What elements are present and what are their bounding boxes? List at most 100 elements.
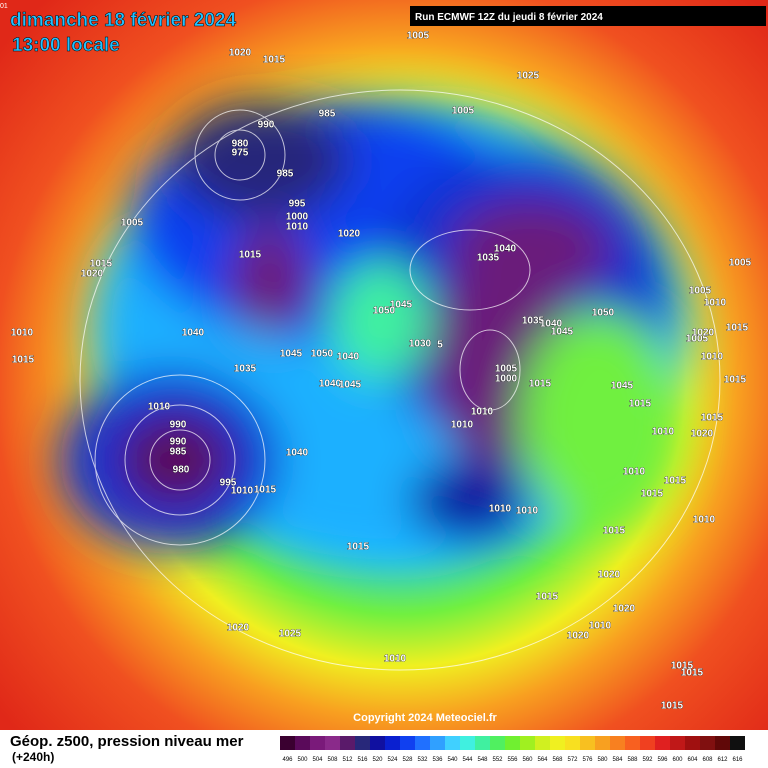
isobar-label: 1045 [339, 380, 362, 391]
date-label: dimanche 18 février 2024 [10, 10, 236, 31]
isobar-label: 1050 [592, 308, 615, 319]
isobar-label: 1020 [598, 570, 621, 581]
isobar-label: 1020 [338, 229, 361, 240]
isobar-label: 980 [232, 139, 249, 150]
color-swatch [430, 736, 445, 750]
isobar-label: 1010 [471, 407, 494, 418]
isobar-label: 1015 [239, 250, 262, 261]
isobar-label: 1010 [623, 467, 646, 478]
isobar-label: 1005 [452, 106, 475, 117]
copyright: Copyright 2024 Meteociel.fr [353, 712, 497, 724]
isobar-label: 1045 [280, 349, 303, 360]
run-label: Run ECMWF 12Z du jeudi 8 février 2024 [415, 12, 603, 23]
colorbar-label: 540 [447, 757, 458, 763]
colorbar-label: 588 [627, 757, 638, 763]
isobar-label: 1005 [729, 258, 752, 269]
isobar-label: 990 [258, 120, 275, 131]
isobar-label: 1010 [451, 420, 474, 431]
isobar-label: 1020 [613, 604, 636, 615]
colorbar-label: 552 [492, 757, 503, 763]
isobar-label: 1010 [148, 402, 171, 413]
isobar-label: 1030 [409, 339, 432, 350]
isobar-label: 1020 [691, 429, 714, 440]
run-box [410, 6, 766, 26]
isobar-label: 975 [232, 148, 249, 159]
colorbar-label: 532 [417, 757, 428, 763]
colorbar-label: 516 [357, 757, 368, 763]
isobar-label: 1015 [629, 399, 652, 410]
color-swatch [730, 736, 745, 750]
color-swatch [340, 736, 355, 750]
isobar-label: 1050 [311, 349, 334, 360]
isobar-label: 995 [220, 478, 237, 489]
color-swatch [520, 736, 535, 750]
color-swatch [355, 736, 370, 750]
colorbar-label: 600 [672, 757, 683, 763]
isobar-label: 1015 [529, 379, 552, 390]
colorbar-label: 508 [327, 757, 338, 763]
colorbar-label: 520 [372, 757, 383, 763]
isobar-label: 1035 [477, 253, 500, 264]
color-swatch [505, 736, 520, 750]
color-swatch [565, 736, 580, 750]
color-swatch [580, 736, 595, 750]
isobar-label: 1010 [652, 427, 675, 438]
footer-title: Géop. z500, pression niveau mer [10, 733, 244, 750]
isobar-label: 1015 [641, 489, 664, 500]
isobar-label: 1015 [12, 355, 35, 366]
color-swatch [490, 736, 505, 750]
colorbar-label: 560 [522, 757, 533, 763]
time-label: 13:00 locale [12, 35, 120, 56]
isobar-label: 985 [277, 169, 294, 180]
isobar-label: 1045 [611, 381, 634, 392]
colorbar-label: 544 [462, 757, 473, 763]
isobar-label: 995 [289, 199, 306, 210]
colorbar-label: 592 [642, 757, 653, 763]
isobar-label: 1015 [724, 375, 747, 386]
colorbar-label: 504 [312, 757, 323, 763]
color-swatch [715, 736, 730, 750]
isobar-label: 985 [170, 447, 187, 458]
color-swatch [400, 736, 415, 750]
isobar-label: 1010 [11, 328, 34, 339]
color-swatch [610, 736, 625, 750]
isobar-label: 1010 [701, 352, 724, 363]
color-swatch [385, 736, 400, 750]
isobar-label: 1010 [516, 506, 539, 517]
isobar-label: 1020 [229, 48, 252, 59]
colorbar-label: 524 [387, 757, 398, 763]
colorbar-label: 564 [537, 757, 548, 763]
isobar-label: 1015 [671, 661, 694, 672]
colorbar-label: 500 [297, 757, 308, 763]
isobar-label: 1040 [494, 244, 517, 255]
isobar-label: 1020 [692, 328, 715, 339]
isobar-label: 1015 [681, 668, 704, 679]
color-swatch [310, 736, 325, 750]
color-swatch [685, 736, 700, 750]
isobar-label: 1020 [567, 631, 590, 642]
isobar-label: 1015 [664, 476, 687, 487]
color-swatch [295, 736, 310, 750]
isobar-label: 1015 [701, 413, 724, 424]
color-swatch [595, 736, 610, 750]
isobar-label: 1010 [704, 298, 727, 309]
isobar-label: 1010 [384, 654, 407, 665]
isobar-label: 1005 [407, 31, 430, 42]
colorbar-label: 612 [717, 757, 728, 763]
isobar-label: 1015 [603, 526, 626, 537]
colorbar-label: 536 [432, 757, 443, 763]
isobar-label: 1040 [286, 448, 309, 459]
isobar-label: 980 [173, 465, 190, 476]
isobar-label: 1035 [522, 316, 545, 327]
color-swatch [445, 736, 460, 750]
isobar-label: 1010 [286, 222, 309, 233]
isobar-label: 1020 [81, 269, 104, 280]
color-swatch [280, 736, 295, 750]
isobar-label: 1005 [686, 334, 709, 345]
colorbar: 496 500 504 508 512 516 520 524 528 532 536 540 544 5… [280, 736, 745, 763]
isobar-label: 1035 [234, 364, 257, 375]
color-swatch [460, 736, 475, 750]
footer-lead: (+240h) [12, 750, 54, 764]
isobar-label: 1025 [279, 629, 302, 640]
isobar-label: 1010 [693, 515, 716, 526]
